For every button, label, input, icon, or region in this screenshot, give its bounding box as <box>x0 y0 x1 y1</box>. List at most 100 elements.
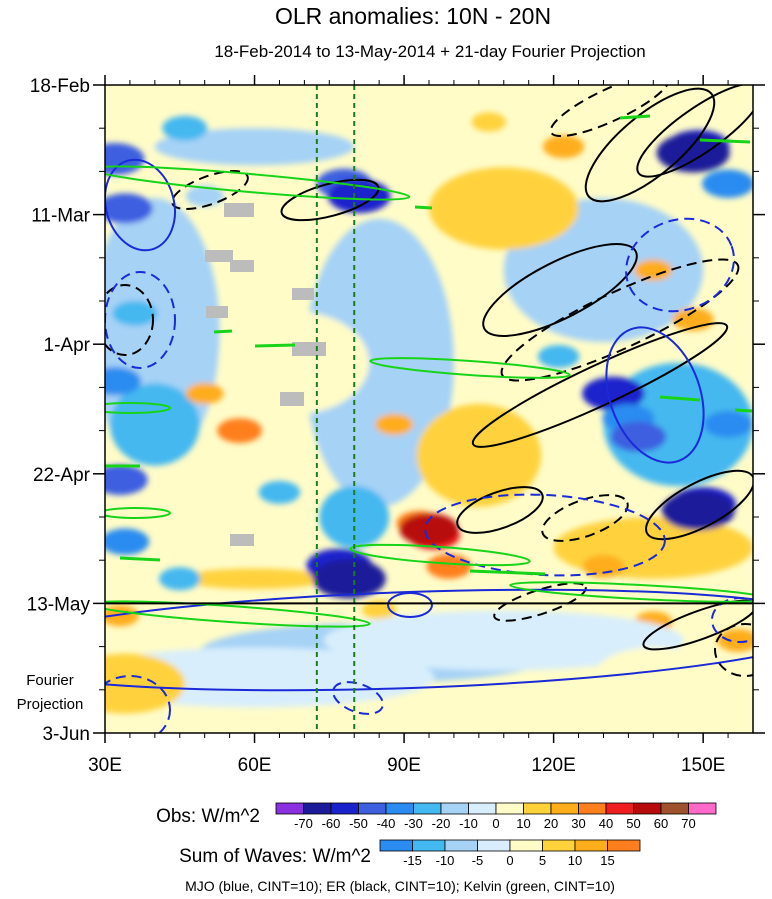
anomaly-region <box>105 193 153 224</box>
colorbar-tick-label: -30 <box>404 816 423 831</box>
chart-title: OLR anomalies: 10N - 20N <box>275 3 551 29</box>
colorbar-tick-label: 10 <box>568 853 582 868</box>
anomaly-region <box>656 133 730 173</box>
er-contour <box>280 178 380 222</box>
er-contour-negative <box>493 582 587 622</box>
anomaly-region <box>185 382 224 405</box>
missing-data-cell <box>230 260 254 272</box>
colorbar-swatch <box>440 802 469 815</box>
anomaly-region <box>542 135 585 159</box>
x-tick-label: 90E <box>387 755 421 776</box>
projection-region <box>323 610 684 671</box>
kelvin-contour <box>105 165 411 201</box>
missing-data-cell <box>205 250 233 262</box>
kelvin-segment <box>734 408 753 413</box>
colorbar-swatch <box>330 802 359 815</box>
colorbar-swatch <box>495 802 524 815</box>
anomaly-region <box>105 367 141 396</box>
missing-data-cell <box>224 203 254 217</box>
colorbar-tick-label: 40 <box>599 816 613 831</box>
er-contour-negative <box>549 85 671 138</box>
colorbar-tick-label: -15 <box>403 853 422 868</box>
colorbar-tick-label: -20 <box>432 816 451 831</box>
colorbar-swatch <box>660 802 689 815</box>
er-contour <box>471 322 729 448</box>
colorbar-swatch <box>379 839 413 852</box>
colorbar-swatch <box>358 802 387 815</box>
kelvin-segment <box>699 138 751 144</box>
colorbar-tick-label: -70 <box>294 816 313 831</box>
anomaly-region <box>717 628 753 652</box>
colorbar-tick-label: 10 <box>516 816 530 831</box>
er-contour-negative <box>105 284 154 356</box>
colorbar-tick-label: 70 <box>681 816 695 831</box>
kelvin-segment <box>414 205 433 210</box>
plot-area <box>105 85 753 733</box>
anomaly-region <box>327 179 391 213</box>
colorbar-tick-label: -60 <box>322 816 341 831</box>
colorbar-tick-label: -40 <box>377 816 396 831</box>
y-tick-label: 11-Mar <box>31 206 90 227</box>
colorbar-swatch <box>578 802 607 815</box>
missing-data-cell <box>280 392 304 406</box>
x-tick-label: 30E <box>88 755 122 776</box>
colorbar-tick-label: 50 <box>626 816 640 831</box>
kelvin-segment <box>469 569 546 576</box>
colorbar-tick-label: -10 <box>459 816 478 831</box>
anomaly-region <box>159 567 201 591</box>
mjo-contour <box>105 158 176 252</box>
anomaly-region <box>217 418 263 443</box>
projection-label-line1: Fourier <box>26 672 74 689</box>
y-tick-label: 1-Apr <box>44 335 91 356</box>
kelvin-wave-contours <box>105 165 753 628</box>
kelvin-contour <box>369 357 571 379</box>
y-tick-label: 18-Feb <box>30 76 90 97</box>
anomaly-region <box>162 115 208 141</box>
colorbar-tick-label: 30 <box>571 816 585 831</box>
colorbar-tick-label: -50 <box>349 816 368 831</box>
anomaly-region <box>112 300 158 326</box>
anomaly-region <box>105 528 150 555</box>
kelvin-contour <box>105 402 171 414</box>
y-tick-label: 13-May <box>27 594 91 615</box>
colorbar-swatch <box>688 802 717 815</box>
er-contour <box>456 486 544 534</box>
mjo-wave-contours <box>105 158 753 692</box>
colorbar-swatch <box>468 802 497 815</box>
anomaly-region <box>703 411 753 438</box>
anomaly-region <box>375 413 414 436</box>
anomaly-band <box>154 128 355 166</box>
anomaly-band <box>179 568 330 589</box>
kelvin-segment <box>213 329 233 334</box>
colorbar-tick-label: 0 <box>506 853 513 868</box>
colorbar-swatch <box>550 802 579 815</box>
anomaly-band <box>219 311 370 415</box>
er-contour <box>642 599 753 651</box>
projection-label-line2: Projection <box>17 696 84 713</box>
er-contour-negative <box>714 623 753 677</box>
wave-legend-footer: MJO (blue, CINT=10); ER (black, CINT=10)… <box>185 878 615 894</box>
mjo-contour-negative <box>332 681 384 715</box>
missing-data-cell <box>230 534 254 546</box>
projection-region <box>105 647 435 708</box>
anomaly-band <box>429 167 579 250</box>
colorbar-swatch <box>444 839 478 852</box>
anomaly-region <box>258 480 301 504</box>
kelvin-contour <box>105 507 171 519</box>
y-tick-label: 22-Apr <box>33 465 91 486</box>
colorbar-swatch <box>275 802 304 815</box>
er-contour <box>482 243 638 337</box>
anomaly-region <box>399 513 459 546</box>
colorbar-tick-label: 0 <box>492 816 499 831</box>
colorbar-swatch <box>385 802 414 815</box>
kelvin-segment <box>254 343 296 348</box>
colorbar-swatch <box>303 802 332 815</box>
colorbar-swatch <box>509 839 543 852</box>
waves-colorbar-label: Sum of Waves: W/m^2 <box>179 846 371 867</box>
anomaly-region <box>582 376 645 411</box>
colorbar-tick-label: 60 <box>654 816 668 831</box>
waves-colorbar: -15 -10 -5 0 5 10 15 <box>379 839 641 868</box>
er-contour-negative <box>171 170 249 210</box>
mjo-contour <box>105 588 753 692</box>
mjo-contour-negative <box>625 217 735 313</box>
